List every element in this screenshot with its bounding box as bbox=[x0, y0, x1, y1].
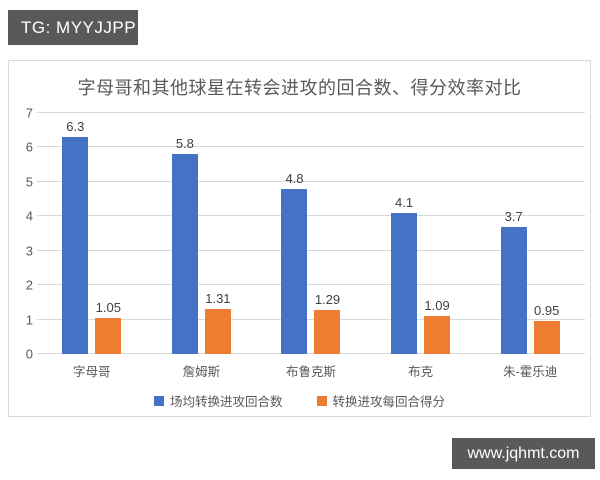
bar-blue bbox=[391, 212, 418, 354]
bar-column: 5.8 bbox=[171, 113, 198, 354]
bar-groups: 6.3 1.05 5.8 1.31 4.8 1.29 4.1 1.09 3.7 0.95 bbox=[37, 113, 585, 354]
watermark-badge: www.jqhmt.com bbox=[452, 438, 595, 469]
bar-blue bbox=[171, 154, 198, 354]
bar-orange bbox=[424, 316, 451, 354]
chart-legend: 场均转换进攻回合数 转换进攻每回合得分 bbox=[9, 391, 590, 410]
plot-area: 0 1 2 3 4 5 6 7 6.3 1.05 5.8 1.31 4.8 1.29 4.1 1.09 3.7 0… bbox=[26, 107, 585, 361]
y-tick-label: 6 bbox=[25, 139, 33, 155]
gridline-y7 bbox=[37, 112, 585, 113]
chart-container: 字母哥和其他球星在转会进攻的回合数、得分效率对比 0 1 2 3 4 5 6 7 6.3 1.05… bbox=[8, 60, 591, 417]
bar-group-3: 4.8 1.29 bbox=[256, 113, 366, 354]
y-tick-label: 0 bbox=[25, 346, 33, 362]
bar-column: 1.09 bbox=[424, 113, 451, 354]
legend-label: 场均转换进攻回合数 bbox=[169, 395, 283, 409]
bar-orange bbox=[533, 321, 560, 354]
bar-value-label: 6.3 bbox=[66, 119, 85, 135]
gridline-y2 bbox=[37, 284, 585, 286]
bar-group-5: 3.7 0.95 bbox=[475, 113, 585, 354]
bar-value-label: 4.1 bbox=[395, 194, 414, 210]
gridline-y5 bbox=[37, 180, 585, 182]
bar-value-label: 1.05 bbox=[95, 299, 121, 315]
gridline-y3 bbox=[37, 249, 585, 251]
bar-value-label: 3.7 bbox=[504, 208, 523, 224]
tg-channel-badge: TG: MYYJJPP bbox=[8, 10, 138, 45]
bar-value-label: 1.09 bbox=[424, 298, 450, 314]
bar-column: 6.3 bbox=[62, 113, 89, 354]
gridline-y0 bbox=[37, 353, 585, 354]
bar-value-label: 1.29 bbox=[314, 291, 341, 307]
bar-column: 4.1 bbox=[391, 113, 418, 354]
bar-column: 1.05 bbox=[95, 113, 122, 354]
bar-orange bbox=[204, 308, 231, 354]
x-axis-label: 布克 bbox=[408, 365, 434, 379]
bar-group-2: 5.8 1.31 bbox=[147, 113, 257, 354]
bar-blue bbox=[500, 226, 527, 354]
y-tick-label: 1 bbox=[25, 312, 33, 328]
bar-blue bbox=[281, 188, 308, 354]
bar-orange bbox=[314, 309, 341, 354]
bar-value-label: 5.8 bbox=[175, 136, 194, 152]
y-tick-label: 3 bbox=[25, 243, 33, 259]
legend-item: 转换进攻每回合得分 bbox=[316, 391, 446, 410]
x-axis-label: 布鲁克斯 bbox=[285, 365, 336, 379]
x-axis-labels: 字母哥 詹姆斯 布鲁克斯 布克 朱-霍乐迪 bbox=[37, 361, 585, 380]
legend-item: 场均转换进攻回合数 bbox=[153, 391, 283, 410]
gridline-y4 bbox=[37, 215, 585, 217]
x-axis-label: 朱-霍乐迪 bbox=[503, 365, 558, 379]
legend-label: 转换进攻每回合得分 bbox=[332, 395, 446, 409]
gridline-y6 bbox=[37, 146, 585, 148]
bar-column: 4.8 bbox=[281, 113, 308, 354]
x-axis-label: 詹姆斯 bbox=[182, 365, 221, 379]
bar-value-label: 0.95 bbox=[534, 303, 560, 319]
bar-column: 3.7 bbox=[500, 113, 527, 354]
chart-title: 字母哥和其他球星在转会进攻的回合数、得分效率对比 bbox=[77, 78, 522, 98]
legend-swatch-icon bbox=[316, 395, 327, 406]
bar-blue bbox=[62, 137, 89, 354]
y-tick-label: 4 bbox=[25, 208, 33, 224]
bar-column: 0.95 bbox=[533, 113, 560, 354]
gridline-y1 bbox=[37, 318, 585, 320]
y-tick-label: 5 bbox=[25, 174, 33, 190]
bar-group-1: 6.3 1.05 bbox=[37, 113, 147, 354]
bar-orange bbox=[95, 317, 122, 354]
bar-value-label: 1.31 bbox=[205, 290, 231, 306]
x-axis-label: 字母哥 bbox=[73, 365, 111, 379]
y-tick-label: 2 bbox=[25, 277, 33, 293]
bar-column: 1.29 bbox=[314, 113, 341, 354]
bar-group-4: 4.1 1.09 bbox=[366, 113, 476, 354]
legend-swatch-icon bbox=[153, 395, 164, 406]
bar-value-label: 4.8 bbox=[285, 170, 304, 186]
bar-column: 1.31 bbox=[204, 113, 231, 354]
y-tick-label: 7 bbox=[25, 105, 33, 121]
